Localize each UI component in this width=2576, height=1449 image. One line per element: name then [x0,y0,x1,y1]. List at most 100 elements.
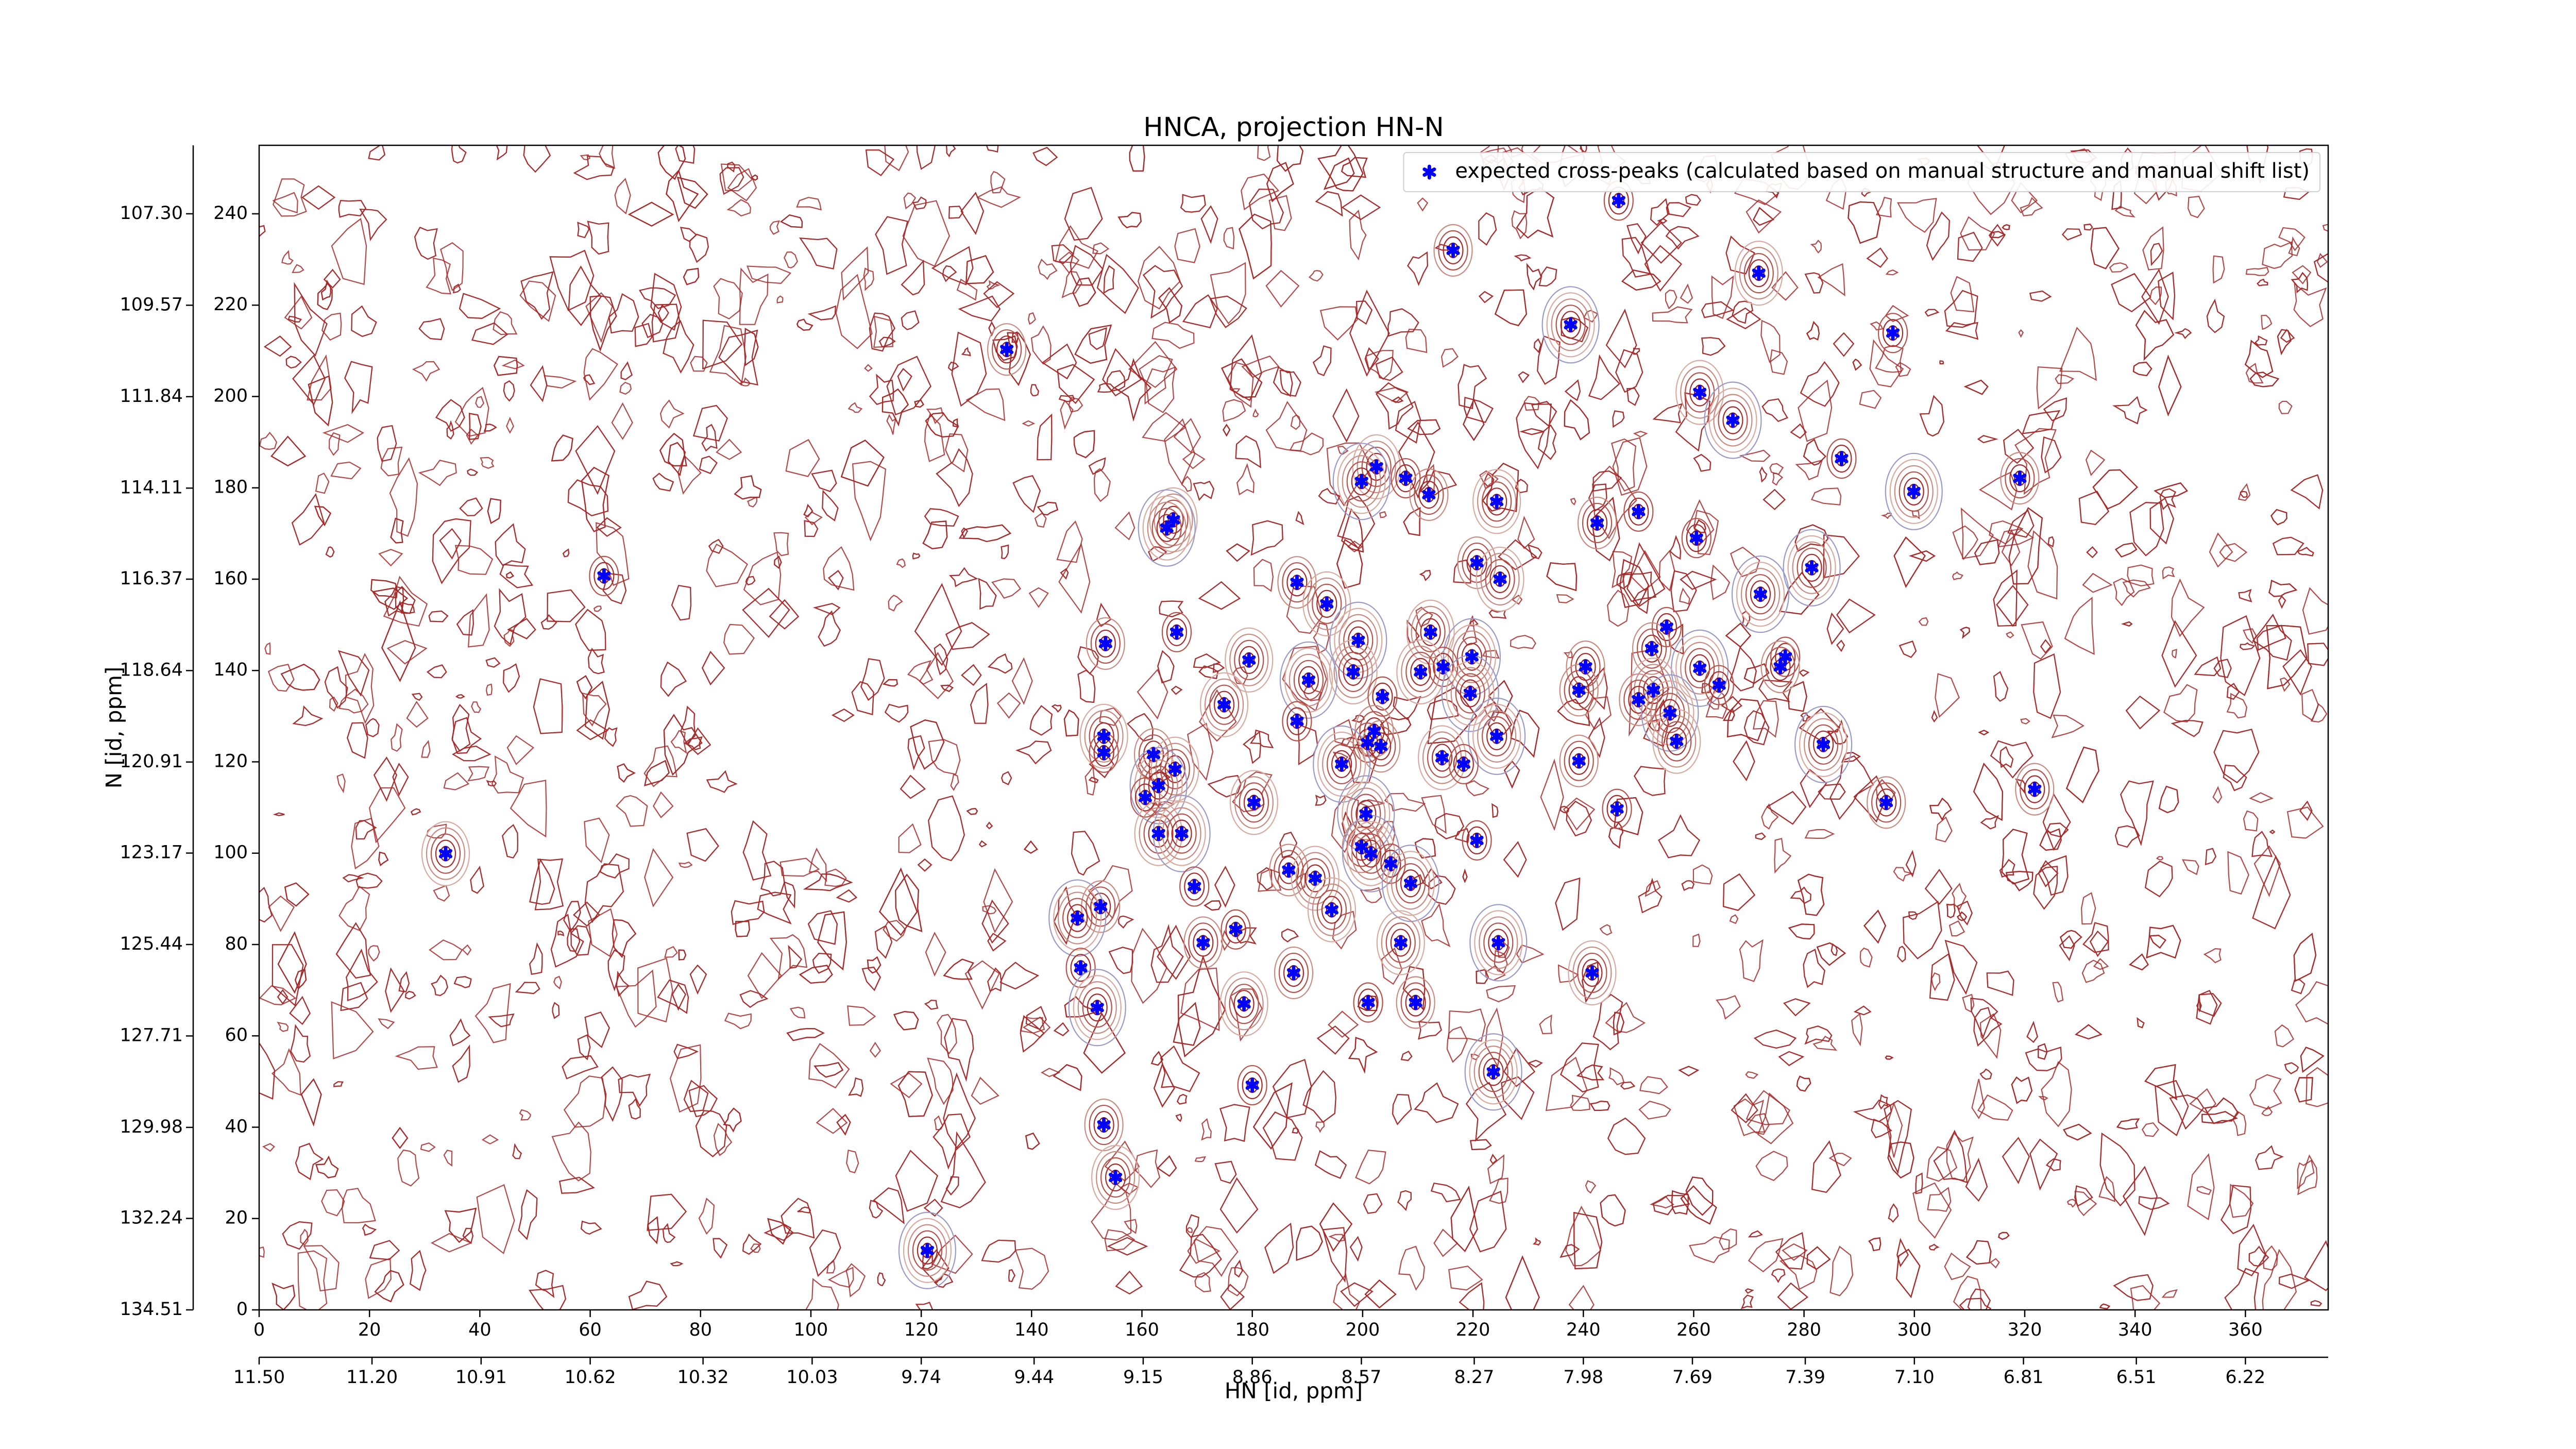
noise-contour [1996,585,2029,627]
noise-contour [1760,319,1781,363]
peak-contour [1452,630,1492,683]
noise-contour [2120,780,2154,847]
noise-contour [2270,509,2287,526]
data-point [1446,243,1460,258]
noise-contour [956,278,978,301]
peak-contour [1390,929,1411,957]
noise-contour [301,185,336,210]
noise-contour [493,356,518,376]
noise-contour [1159,600,1184,617]
noise-contour [2021,621,2053,660]
noise-contour [1414,1082,1459,1123]
noise-contour [1272,1059,1312,1119]
noise-contour [2144,1064,2177,1101]
noise-contour [1380,716,1412,735]
noise-contour [1967,1288,1991,1310]
peak-contour [1317,731,1366,797]
noise-contour [981,1239,1016,1263]
peak-contour [1289,653,1329,706]
peak-contour [1636,628,1667,669]
noise-contour [1589,1100,1611,1111]
peak-contour [1151,508,1182,548]
noise-contour [1505,1255,1540,1310]
data-point [1188,879,1201,894]
noise-contour [285,356,302,369]
noise-contour [965,255,994,284]
noise-contour [2262,1249,2297,1310]
noise-contour [1229,334,1262,401]
noise-contour [1380,716,1412,735]
noise-contour [300,1078,322,1127]
x-tick-label: 200 [1345,1320,1380,1340]
peak-contour [1091,1144,1140,1210]
noise-contour [1037,501,1059,516]
x-tick-label: 120 [904,1320,939,1340]
peak-contour [898,1211,957,1289]
noise-contour [2003,429,2035,464]
x-tick-label: 20 [358,1320,381,1340]
noise-contour [1971,1079,1985,1120]
data-point [1572,753,1586,769]
noise-contour [1926,1146,1958,1182]
data-point [1486,1064,1500,1080]
noise-contour [321,312,342,341]
noise-contour [1519,428,1544,435]
data-point [1369,459,1383,475]
noise-contour [2322,224,2328,232]
noise-contour [1012,475,1041,513]
noise-contour [1511,210,1528,240]
x-axis-label: HN [id, ppm] [1225,1378,1363,1404]
noise-contour [1221,358,1263,398]
noise-contour [2169,1094,2205,1130]
noise-contour [1924,309,1940,317]
noise-contour [882,388,909,427]
peak-contour [1162,807,1201,860]
noise-contour [567,928,581,952]
noise-contour [864,364,873,372]
noise-contour [2172,648,2177,659]
noise-contour [1053,886,1077,945]
noise-contour [530,365,548,402]
peak-contour [1274,850,1304,890]
noise-contour [1072,277,1096,307]
noise-contour [1223,424,1231,437]
noise-contour [1459,1282,1485,1310]
noise-contour [337,650,370,697]
noise-contour [942,265,957,282]
peak-contour [1606,795,1628,823]
noise-contour [378,1018,395,1030]
noise-contour [1187,1238,1221,1264]
peak-contour [1237,1065,1267,1106]
peak-contour [1464,1033,1522,1111]
peak-contour [1655,693,1685,733]
noise-contour [931,246,974,285]
noise-contour [1573,1211,1603,1270]
peak-contour [1367,676,1398,717]
noise-contour [371,587,409,610]
noise-contour [1417,197,1429,212]
noise-contour [720,163,753,192]
noise-contour [1973,1007,2003,1047]
noise-contour [1363,1193,1383,1214]
data-point [1290,714,1304,729]
noise-contour [340,982,368,1012]
noise-contour [1071,831,1100,876]
data-point [1151,826,1165,841]
peak-contour [1225,915,1246,943]
noise-contour [964,960,1000,1010]
peak-contour [1396,976,1435,1029]
noise-contour [1929,953,1955,1001]
noise-contour [1223,227,1235,249]
noise-contour [2125,695,2161,730]
noise-contour [747,496,758,508]
data-point [1726,413,1740,428]
noise-contour [1434,813,1464,839]
noise-contour [485,683,493,696]
data-point [1376,689,1389,704]
noise-contour [1977,1094,2013,1121]
peak-contour [1283,958,1304,987]
data-point [1456,756,1470,772]
noise-contour [272,192,298,214]
noise-contour [2045,1158,2061,1171]
data-point [1094,899,1108,914]
